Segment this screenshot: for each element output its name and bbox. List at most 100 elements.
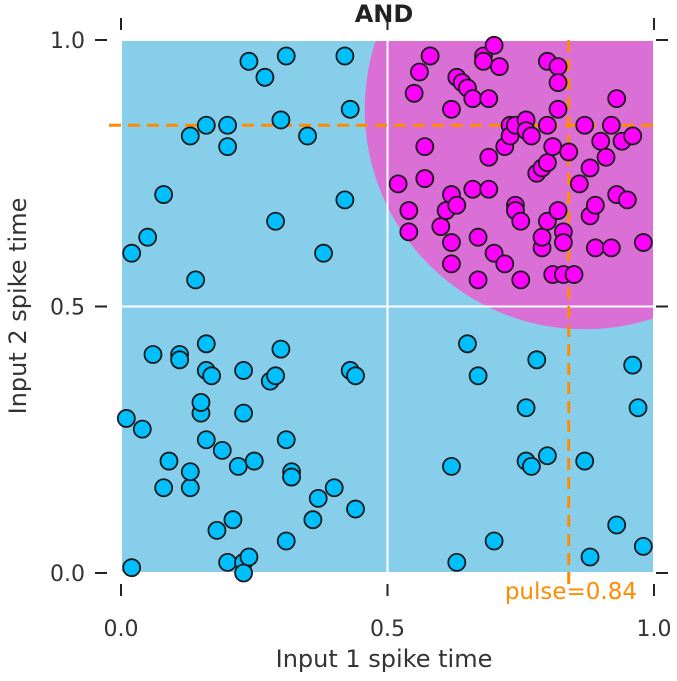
data-point [399,201,419,220]
data-point [388,174,408,194]
data-point [479,89,499,109]
x-tick-label: 1.0 [637,617,672,642]
data-point [527,350,547,370]
pulse-label: pulse=0.84 [505,579,637,605]
data-point [335,190,355,210]
data-point [276,46,296,66]
y-tick-label: 0.5 [50,296,85,321]
data-point [580,547,600,567]
pulse-lines [109,40,660,585]
data-point [415,169,435,188]
data-point [623,126,643,146]
data-point [442,456,461,476]
data-point [601,115,621,135]
data-point [468,270,488,290]
data-point [218,115,238,135]
data-point [266,211,285,231]
data-point [191,393,211,412]
data-point [116,409,136,428]
data-point [585,238,605,258]
data-point [234,403,253,423]
data-point [346,499,365,519]
data-point [468,227,488,247]
data-point [340,99,360,119]
data-point [522,456,541,476]
data-point [553,233,573,252]
data-point [404,83,424,103]
data-point [314,243,333,263]
data-point [538,115,557,135]
data-point [303,510,323,530]
data-point [276,531,296,551]
data-point [234,361,253,380]
data-point [196,115,216,135]
y-tick-label: 0.0 [50,562,85,587]
data-point [186,270,206,290]
y-tick-label: 1.0 [50,29,85,54]
data-point [228,456,248,476]
data-point [180,478,200,498]
data-point [122,558,142,578]
data-point [511,211,531,231]
data-point [463,89,483,109]
data-point [585,195,605,215]
data-point [159,451,179,471]
data-point [143,345,163,364]
data-point [132,419,152,439]
data-point [442,254,461,274]
data-point [617,190,637,210]
data-point [170,350,190,370]
data-point [479,147,499,167]
data-point [335,46,355,66]
data-point [180,126,200,146]
data-point [239,547,259,567]
data-point [346,366,365,386]
points-class-1 [388,35,653,290]
data-point [138,227,158,247]
data-point [516,398,536,418]
data-point [559,142,579,162]
data-point [607,515,627,535]
x-axis-label: Input 1 spike time [276,645,493,673]
data-point [207,520,227,540]
data-point [474,51,493,71]
data-point [484,531,504,551]
data-point [442,233,461,252]
chart-title: AND [355,0,414,28]
data-point [548,57,568,77]
data-point [458,334,477,354]
data-point [218,552,238,572]
points-class-0 [116,46,653,583]
data-point [244,451,264,471]
data-point [431,217,451,236]
data-point [196,430,216,450]
firing-region [364,40,654,330]
data-point [601,238,621,258]
data-point [154,185,174,204]
data-point [623,355,643,375]
data-point [495,254,515,274]
data-point [308,488,328,508]
data-point [271,110,291,130]
data-point [442,99,461,119]
data-point [202,366,222,386]
data-point [196,334,216,354]
data-point [276,430,296,450]
x-tick-label: 0.5 [370,617,405,642]
grid [120,39,655,574]
data-point [522,126,541,146]
data-point [468,366,488,386]
data-point [575,451,595,471]
data-point [580,158,600,178]
data-point [266,366,285,386]
data-point [548,201,568,220]
data-point [511,270,531,290]
data-point [569,174,589,194]
data-point [282,467,301,487]
data-point [532,227,552,247]
data-point [548,73,568,93]
data-point [564,265,584,284]
data-point [234,563,253,583]
data-point [596,147,616,167]
data-point [212,441,232,460]
